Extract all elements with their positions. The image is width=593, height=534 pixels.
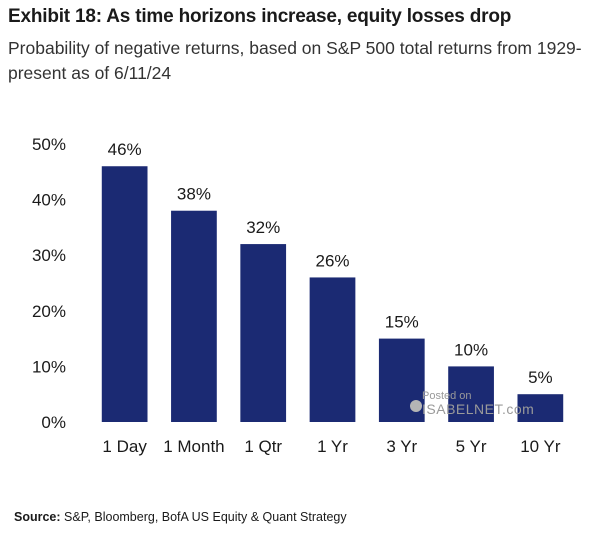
bar-chart: 0% 10% 20% 30% 40% 50% 46% 1 Day 38% 1 Month 32% 1 … (32, 135, 564, 456)
data-label: 15% (385, 313, 419, 332)
data-label: 38% (177, 185, 211, 204)
y-tick-label: 10% (32, 357, 66, 376)
bar-1-qtr (240, 244, 287, 422)
y-tick-label: 30% (32, 246, 66, 265)
x-tick-label: 10 Yr (520, 437, 561, 456)
bar-10-yr (517, 394, 564, 422)
source-note: Source: S&P, Bloomberg, BofA US Equity &… (14, 510, 347, 524)
x-tick-label: 5 Yr (456, 437, 487, 456)
globe-icon (410, 400, 422, 412)
data-label: 32% (246, 218, 280, 237)
bar-1-yr (309, 277, 356, 422)
bar-1-month (171, 210, 217, 422)
data-label: 5% (528, 368, 553, 387)
bar-5-yr (448, 366, 494, 422)
x-tick-label: 1 Qtr (244, 437, 282, 456)
x-tick-label: 1 Yr (317, 437, 348, 456)
x-tick-label: 1 Month (163, 437, 224, 456)
data-label: 46% (108, 140, 142, 159)
chart-title: Exhibit 18: As time horizons increase, e… (8, 6, 512, 27)
watermark: Posted on ISABELNET.com (422, 390, 534, 416)
data-label: 26% (315, 251, 349, 270)
source-text: S&P, Bloomberg, BofA US Equity & Quant S… (64, 510, 347, 524)
x-tick-label: 3 Yr (386, 437, 417, 456)
chart-subtitle: Probability of negative returns, based o… (8, 38, 582, 83)
x-tick-label: 1 Day (102, 437, 147, 456)
y-tick-label: 0% (41, 413, 66, 432)
source-label: Source: (14, 510, 61, 524)
data-label: 10% (454, 340, 488, 359)
watermark-line2: ISABELNET.com (422, 401, 535, 417)
y-tick-label: 20% (32, 302, 66, 321)
watermark-line1: Posted on (422, 390, 472, 402)
bar-1-day (101, 166, 148, 422)
y-tick-label: 40% (32, 191, 66, 210)
y-tick-label: 50% (32, 135, 66, 154)
